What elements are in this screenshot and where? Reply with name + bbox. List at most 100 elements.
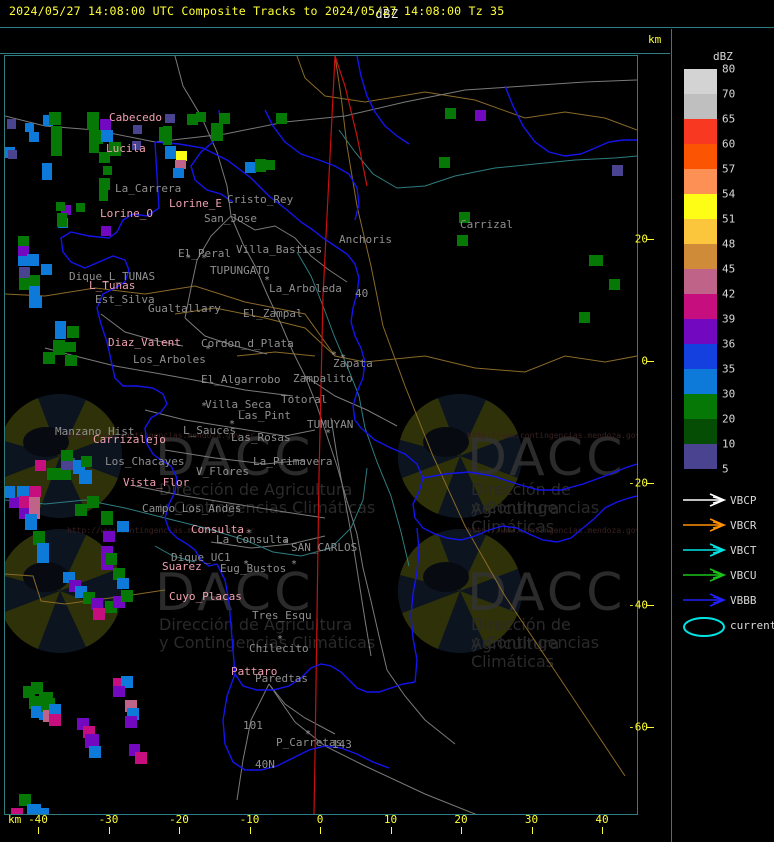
place-label: Los_Chacayes [105, 455, 185, 468]
colorbar-tick: 65 [722, 112, 736, 126]
radar-echo-cell [19, 267, 30, 278]
timestamp-line: 2024/05/27 14:08:00 UTC Composite Tracks… [9, 4, 505, 18]
colorbar-band-30[interactable] [684, 394, 717, 419]
watermark-acronym: DACC [467, 428, 626, 488]
colorbar-tick: 70 [722, 87, 736, 101]
place-label: Chilecito [249, 642, 309, 655]
colorbar-tick: 36 [722, 337, 736, 351]
watermark-acronym: DACC [155, 428, 314, 488]
legend-row-current[interactable]: current [680, 614, 774, 639]
radar-map[interactable]: DACC Dirección de Agricultura y Continge… [5, 56, 637, 814]
radar-echo-cell [57, 213, 67, 227]
radar-echo-cell [93, 608, 105, 620]
colorbar-tick: 45 [722, 262, 736, 276]
station-marker: * [291, 559, 298, 570]
radar-echo-cell [459, 212, 470, 223]
colorbar-tick: 51 [722, 212, 736, 226]
radar-echo-cell [19, 508, 31, 519]
legend-row-vbcu[interactable]: VBCU [680, 564, 774, 589]
y-tick-label: -20 [628, 476, 648, 490]
radar-echo-cell [9, 497, 19, 508]
colorbar-tick: 39 [722, 312, 736, 326]
legend-row-vbbb[interactable]: VBBB [680, 589, 774, 614]
radar-echo-cell [18, 236, 29, 248]
radar-echo-cell [103, 166, 112, 175]
radar-echo-cell [67, 326, 79, 338]
radar-echo-cell [100, 119, 111, 130]
colorbar-band-36[interactable] [684, 344, 717, 369]
radar-echo-cell [19, 278, 30, 290]
legend-label: VBCR [730, 519, 757, 532]
colorbar-tick: 5 [722, 462, 729, 476]
radar-echo-cell [117, 578, 129, 589]
colorbar-tick: 80 [722, 62, 736, 76]
radar-echo-cell [89, 142, 99, 153]
place-label: SAN_CARLOS [291, 541, 358, 554]
radar-echo-cell [59, 468, 71, 480]
legend-row-vbcp[interactable]: VBCP [680, 489, 774, 514]
radar-echo-cell [65, 355, 77, 366]
legend-label: VBCT [730, 544, 757, 557]
radar-echo-cell [211, 123, 223, 141]
colorbar-band-60[interactable] [684, 144, 717, 169]
place-label: La_Carrera [115, 182, 182, 195]
colorbar-band-20[interactable] [684, 419, 717, 444]
arrow-icon [683, 493, 726, 507]
station-label: Suarez [162, 560, 202, 573]
radar-map-panel[interactable]: DACC Dirección de Agricultura y Continge… [4, 55, 638, 815]
radar-echo-cell [125, 716, 137, 728]
radar-echo-cell [173, 168, 184, 178]
radar-echo-cell [196, 112, 206, 122]
dbz-colorbar[interactable] [684, 69, 717, 469]
x-tick-label: 40 [595, 813, 609, 826]
colorbar-band-70[interactable] [684, 94, 717, 119]
colorbar-band-48[interactable] [684, 244, 717, 269]
x-tick [602, 827, 603, 834]
place-label: Cordon_d_Plata [201, 337, 294, 350]
place-label: TUMUYAN [307, 418, 354, 431]
radar-echo-cell [29, 486, 41, 497]
radar-echo-cell [175, 160, 186, 169]
place-label: Eug_Bustos [220, 562, 287, 575]
arrow-icon [683, 593, 726, 607]
colorbar-band-51[interactable] [684, 219, 717, 244]
colorbar-band-57[interactable] [684, 169, 717, 194]
legend-panel: dBZ 80 70 65 60 57 54 51 48 45 42 39 36 35 30 20 10 5 VB… [671, 29, 774, 842]
x-tick [108, 827, 110, 834]
radar-echo-cell [49, 714, 61, 726]
y-tick-label: 20 [634, 232, 648, 246]
colorbar-band-45[interactable] [684, 269, 717, 294]
x-tick-label: 30 [524, 813, 539, 826]
radar-echo-cell [132, 141, 141, 150]
place-label: La_Consulta [216, 533, 289, 546]
radar-echo-cell [129, 744, 140, 756]
colorbar-band-39[interactable] [684, 319, 717, 344]
arrow-icon [683, 518, 726, 532]
colorbar-band-35[interactable] [684, 369, 717, 394]
station-marker: * [205, 344, 212, 355]
legend-row-vbct[interactable]: VBCT [680, 539, 774, 564]
radar-echo-cell [43, 115, 53, 126]
place-label: Dique_L_TUNAS [69, 270, 156, 283]
place-label: V_Flores [196, 465, 249, 478]
watermark-acronym: DACC [467, 563, 626, 623]
place-label: 143 [332, 738, 352, 751]
arrow-icon [683, 543, 726, 557]
place-label: El_Algarrobo [201, 373, 281, 386]
colorbar-band-42[interactable] [684, 294, 717, 319]
radar-echo-cell [99, 190, 108, 201]
radar-echo-cell [266, 160, 275, 170]
legend-row-vbcr[interactable]: VBCR [680, 514, 774, 539]
colorbar-band-10[interactable] [684, 444, 717, 469]
radar-echo-cell [61, 458, 75, 470]
colorbar-band-54[interactable] [684, 194, 717, 219]
station-label: Vista_Flor [123, 476, 190, 489]
radar-echo-cell [49, 112, 61, 125]
radar-echo-cell [165, 114, 175, 123]
radar-echo-cell [101, 226, 111, 236]
colorbar-band-80[interactable] [684, 69, 717, 94]
radar-echo-cell [61, 450, 73, 461]
radar-echo-cell [89, 130, 103, 144]
colorbar-tick: 35 [722, 362, 736, 376]
colorbar-band-65[interactable] [684, 119, 717, 144]
